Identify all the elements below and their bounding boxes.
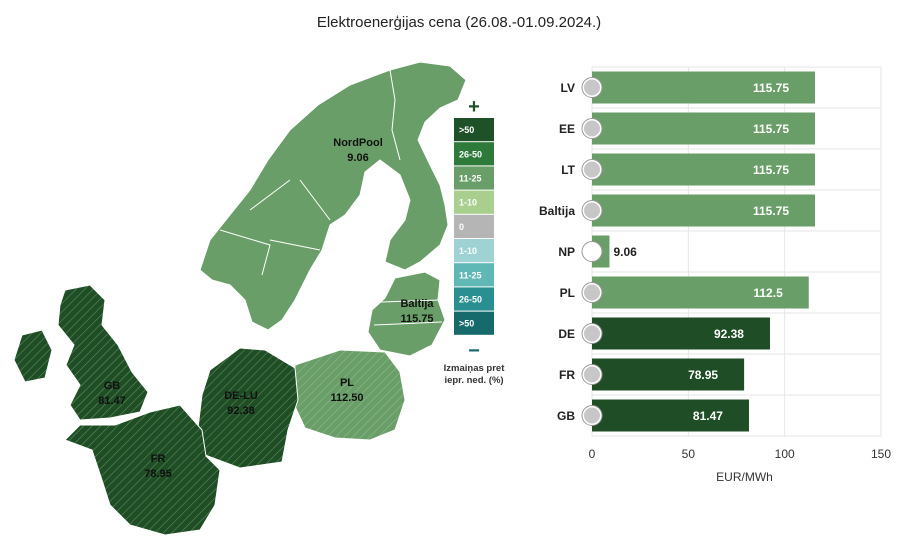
map-label-fr-value: 78.95	[144, 468, 172, 480]
map-label-gb-name: GB	[104, 380, 121, 392]
category-label: FR	[559, 368, 575, 382]
map-label-delu-name: DE-LU	[224, 390, 258, 402]
legend-item-label: 11-25	[459, 174, 482, 184]
category-label: LT	[561, 163, 575, 177]
chart-title: Elektroenerģijas cena (26.08.-01.09.2024…	[316, 14, 602, 31]
category-label: LV	[561, 81, 575, 95]
flag-icon	[581, 159, 603, 180]
region-pl: PL 112.50	[291, 349, 406, 441]
flag-icon	[581, 364, 603, 385]
map-label-delu-value: 92.38	[227, 405, 255, 417]
bar-de	[592, 317, 770, 350]
x-axis-label: EUR/MWh	[716, 470, 773, 484]
region-gb: GB 81.47	[13, 284, 149, 421]
baltija-borders	[373, 299, 443, 326]
map-label-gb-value: 81.47	[98, 395, 126, 407]
bar-fr	[592, 358, 745, 391]
flag-icon	[581, 200, 603, 221]
data-label: 112.5	[753, 286, 783, 300]
region-baltija: Baltija 115.75	[367, 271, 446, 357]
flag-icon	[581, 118, 603, 139]
legend-item-label: 0	[459, 222, 464, 232]
data-label: 115.75	[753, 163, 789, 177]
legend-item-label: >50	[459, 319, 474, 329]
map-label-pl-value: 112.50	[330, 392, 363, 404]
legend-item-label: 26-50	[459, 295, 482, 305]
x-tick-label: 100	[775, 447, 795, 461]
data-label: 115.75	[753, 204, 789, 218]
flag-icon	[581, 77, 603, 98]
bar-ee	[592, 112, 816, 145]
flag-icon	[581, 323, 603, 344]
legend-swatch	[454, 263, 494, 287]
flag-icon	[581, 241, 603, 262]
flag-icon	[581, 405, 603, 426]
category-label: DE	[558, 327, 575, 341]
flag-icon	[581, 282, 603, 303]
data-label: 92.38	[714, 327, 744, 341]
legend-item-label: 1-10	[459, 246, 477, 256]
pl-shape	[291, 349, 406, 441]
map-label-baltija-name: Baltija	[400, 298, 434, 310]
data-label: 81.47	[693, 409, 723, 423]
gb-shape	[57, 284, 149, 421]
map-label-pl-name: PL	[340, 377, 354, 389]
bar-lv	[592, 71, 816, 104]
region-delu: DE-LU 92.38	[197, 347, 299, 469]
data-label: 78.95	[688, 368, 718, 382]
legend-plus-sign: +	[468, 96, 480, 118]
fr-shape	[64, 404, 221, 536]
category-label: PL	[560, 286, 575, 300]
legend-swatch	[454, 118, 494, 142]
region-nordpool: NordPool 9.06	[199, 61, 467, 331]
region-fr: FR 78.95	[64, 404, 221, 536]
legend: + − Izmaiņas pret iepr. ned. (%) >50 26-5…	[444, 96, 506, 386]
x-tick-label: 0	[589, 447, 596, 461]
category-label: Baltija	[539, 204, 575, 218]
legend-caption-line-2: iepr. ned. (%)	[444, 375, 503, 386]
category-label: EE	[559, 122, 575, 136]
bar-gb	[592, 399, 749, 432]
legend-item-label: 11-25	[459, 270, 482, 280]
data-label: 115.75	[753, 81, 789, 95]
finland-border	[219, 69, 401, 276]
bar-lt	[592, 153, 816, 186]
baltija-shape	[367, 271, 446, 357]
data-label: 9.06	[613, 245, 637, 259]
data-label: 115.75	[753, 122, 789, 136]
legend-swatch	[454, 190, 494, 214]
legend-item-label: 26-50	[459, 149, 482, 159]
legend-swatch	[454, 311, 494, 335]
category-label: NP	[558, 245, 575, 259]
bar-pl	[592, 276, 809, 309]
nordpool-shape	[199, 61, 467, 331]
legend-minus-sign: −	[468, 340, 480, 362]
legend-swatch	[454, 214, 494, 238]
map-label-nordpool-value: 9.06	[347, 152, 368, 164]
legend-swatch	[454, 239, 494, 263]
legend-swatch	[454, 142, 494, 166]
bar-baltija	[592, 194, 816, 227]
category-label: GB	[557, 409, 575, 423]
legend-item-label: >50	[459, 125, 474, 135]
map-label-baltija-value: 115.75	[400, 313, 433, 325]
delu-shape	[197, 347, 299, 469]
legend-swatch	[454, 166, 494, 190]
x-tick-label: 50	[682, 447, 696, 461]
map-label-nordpool-name: NordPool	[333, 137, 383, 149]
legend-swatch	[454, 287, 494, 311]
legend-caption-line-1: Izmaiņas pret	[444, 363, 506, 374]
x-tick-label: 150	[871, 447, 891, 461]
ireland-shape	[13, 329, 53, 383]
map-label-fr-name: FR	[151, 453, 166, 465]
legend-item-label: 1-10	[459, 198, 477, 208]
